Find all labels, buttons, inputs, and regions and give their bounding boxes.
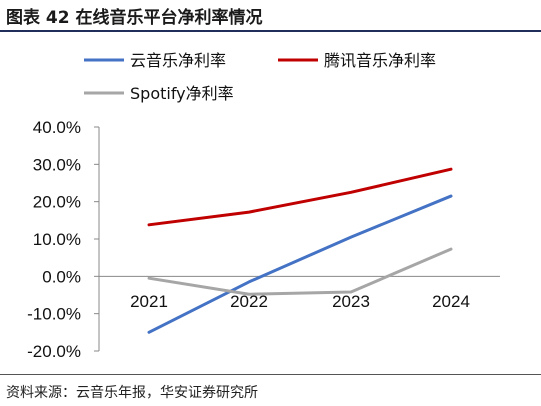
x-tick-label: 2023: [332, 292, 370, 311]
chart-title: 图表 42 在线音乐平台净利率情况: [6, 8, 263, 28]
legend-label-3: Spotify净利率: [130, 84, 234, 103]
legend-label-2: 腾讯音乐净利率: [324, 51, 436, 70]
y-tick-label: 40.0%: [33, 118, 81, 137]
x-tick-label: 2021: [130, 292, 168, 311]
y-tick-label: 20.0%: [33, 193, 81, 212]
title-divider: [0, 30, 541, 32]
y-tick-label: -20.0%: [27, 342, 81, 361]
y-tick-label: 0.0%: [42, 267, 81, 286]
source-note: 资料来源：云音乐年报，华安证券研究所: [6, 385, 258, 401]
x-tick-label: 2024: [432, 292, 470, 311]
series-line-3: [147, 247, 453, 296]
y-tick-label: 30.0%: [33, 155, 81, 174]
legend-label-1: 云音乐净利率: [130, 51, 226, 70]
series-line-2: [147, 167, 453, 227]
y-tick-label: -10.0%: [27, 305, 81, 324]
x-tick-label: 2022: [230, 292, 268, 311]
y-tick-label: 10.0%: [33, 230, 81, 249]
source-divider: [0, 374, 541, 375]
series-line-1: [147, 194, 453, 334]
